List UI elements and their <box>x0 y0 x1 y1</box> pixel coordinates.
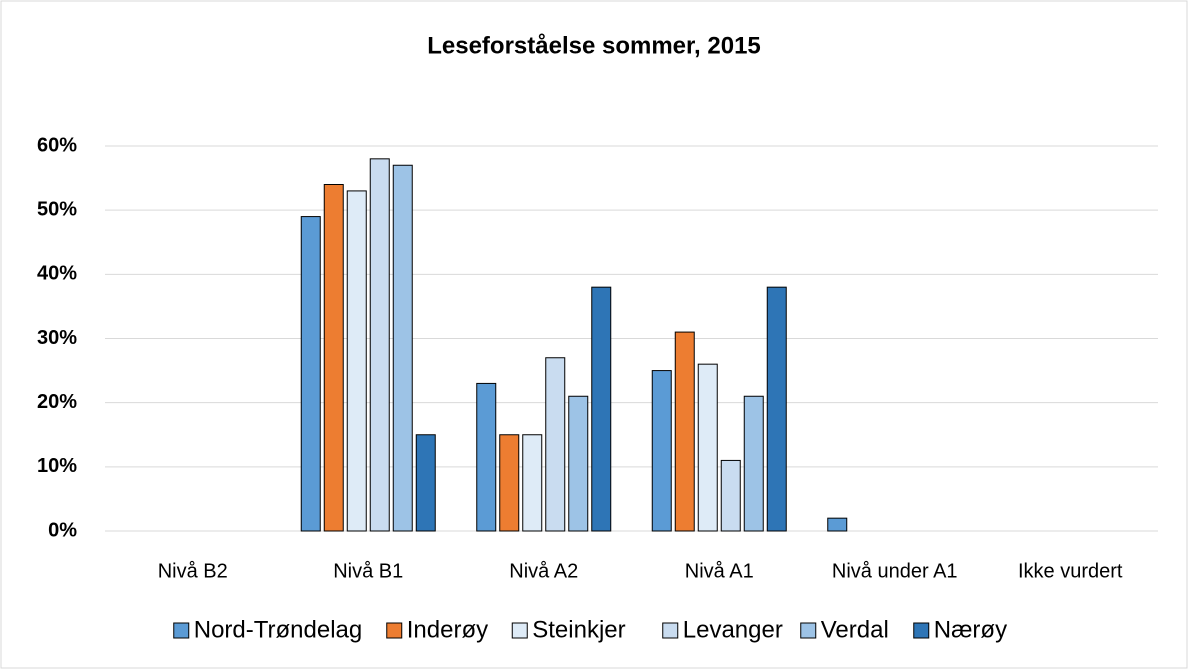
x-tick-label: Nivå A1 <box>685 560 754 582</box>
bar <box>476 382 497 532</box>
x-tick-label: Nivå B2 <box>158 560 228 582</box>
y-tick-label: 20% <box>37 391 77 413</box>
y-tick-label: 40% <box>37 263 77 285</box>
bar <box>346 190 367 532</box>
legend-swatch <box>511 622 528 639</box>
y-tick-label: 60% <box>37 134 77 156</box>
legend-label: Inderøy <box>407 616 488 643</box>
bar <box>591 286 612 532</box>
bar <box>323 184 344 532</box>
bar <box>522 434 543 532</box>
legend-swatch <box>800 622 817 639</box>
y-tick-label: 30% <box>37 327 77 349</box>
bar <box>545 357 566 532</box>
y-tick-label: 50% <box>37 198 77 220</box>
bar <box>300 216 321 532</box>
chart-title: Leseforståelse sommer, 2015 <box>427 32 761 59</box>
legend-label: Levanger <box>683 616 783 643</box>
y-tick-label: 0% <box>48 519 77 541</box>
x-tick-label: Nivå A2 <box>509 560 578 582</box>
bar <box>674 331 695 532</box>
bar <box>369 158 390 532</box>
bar <box>392 164 413 532</box>
legend-swatch <box>662 622 679 639</box>
legend-label: Nærøy <box>934 616 1007 643</box>
x-tick-label: Nivå B1 <box>333 560 403 582</box>
bar <box>743 395 764 532</box>
x-tick-label: Nivå under A1 <box>832 560 958 582</box>
legend-swatch <box>913 622 930 639</box>
y-tick-label: 10% <box>37 455 77 477</box>
bar <box>697 363 718 532</box>
legend-label: Verdal <box>821 616 889 643</box>
bar <box>827 517 848 532</box>
bar <box>651 370 672 532</box>
legend-label: Nord-Trøndelag <box>194 616 363 643</box>
legend-swatch <box>386 622 403 639</box>
x-tick-label: Ikke vurdert <box>1018 560 1123 582</box>
bar <box>568 395 589 532</box>
legend-label: Steinkjer <box>532 616 625 643</box>
legend-swatch <box>173 622 190 639</box>
bar <box>415 434 436 532</box>
bar <box>499 434 520 532</box>
bar <box>766 286 787 532</box>
bar <box>720 459 741 532</box>
